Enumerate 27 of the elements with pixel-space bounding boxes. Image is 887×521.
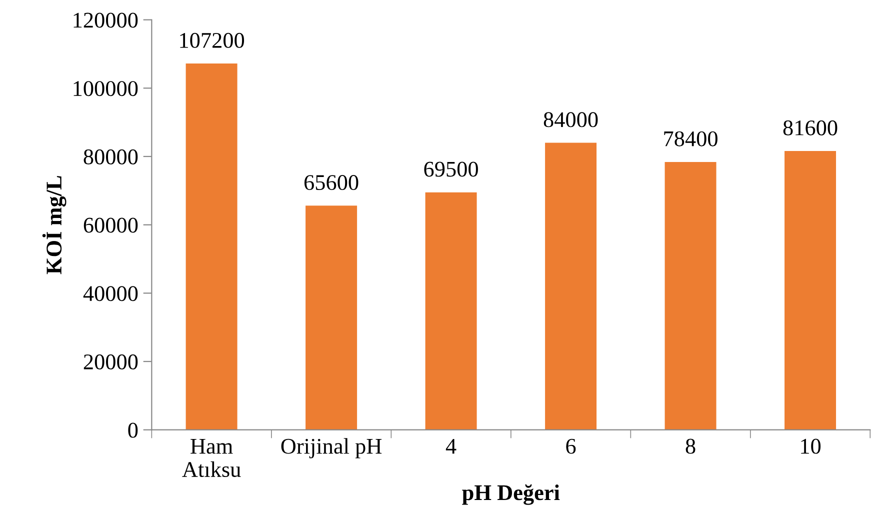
data-label: 107200 <box>180 32 244 48</box>
bar <box>784 151 836 430</box>
y-axis-title: KOİ mg/L <box>42 176 66 274</box>
y-tick-label: 20000 <box>84 354 138 370</box>
y-tick-label: 60000 <box>84 218 138 233</box>
x-tick-label: Ham Atıksu <box>182 439 241 478</box>
data-label: 81600 <box>783 120 838 136</box>
bar <box>186 64 238 430</box>
bar <box>664 162 716 430</box>
data-label: 84000 <box>544 112 598 128</box>
x-tick-label: 10 <box>801 438 821 454</box>
x-tick-label: Orijinal pH <box>281 438 382 458</box>
y-tick-label: 100000 <box>74 81 138 96</box>
bar <box>306 206 358 430</box>
x-tick-label: 8 <box>686 438 696 454</box>
x-axis-title: pH Değeri <box>462 484 560 505</box>
y-tick-label: 80000 <box>84 149 138 164</box>
data-label: 78400 <box>664 131 718 146</box>
data-label: 69500 <box>424 162 478 177</box>
y-tick-label: 40000 <box>83 286 138 302</box>
x-tick-label: 6 <box>566 438 576 454</box>
y-tick-label: 120000 <box>74 12 138 28</box>
bar <box>545 142 597 430</box>
bar <box>425 192 477 430</box>
data-label: 65600 <box>304 175 358 190</box>
x-tick-label: 4 <box>446 438 456 454</box>
y-tick-label: 0 <box>128 422 138 438</box>
